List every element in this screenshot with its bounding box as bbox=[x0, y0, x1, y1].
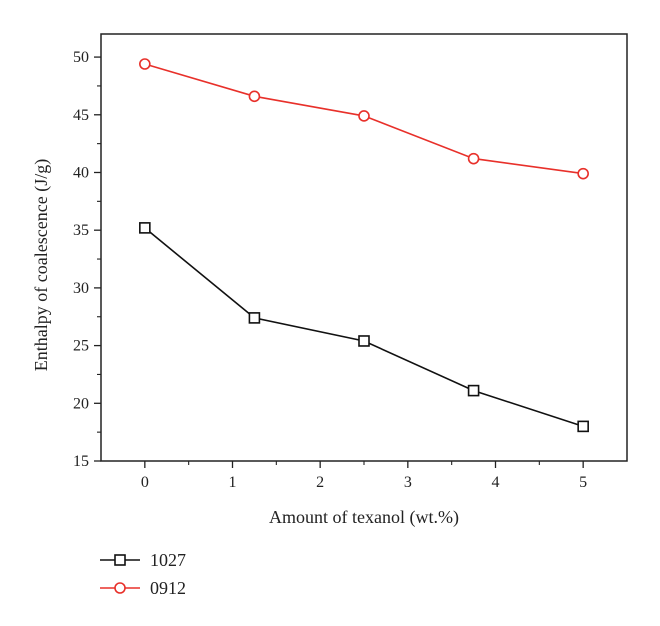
y-tick-label: 25 bbox=[73, 338, 89, 355]
y-tick-label: 30 bbox=[73, 280, 89, 297]
y-axis-title: Enthalpy of coalescence (J/g) bbox=[31, 159, 52, 371]
series-group bbox=[139, 58, 589, 433]
data-point bbox=[139, 222, 151, 234]
x-tick-label: 2 bbox=[316, 474, 324, 491]
legend-marker-circle bbox=[114, 582, 126, 594]
plot-frame bbox=[100, 33, 628, 462]
x-axis-title: Amount of texanol (wt.%) bbox=[269, 507, 459, 528]
x-tick-label: 5 bbox=[579, 474, 587, 491]
legend-label-0912: 0912 bbox=[150, 578, 186, 598]
y-tick-label: 15 bbox=[73, 453, 89, 470]
y-tick-label: 50 bbox=[73, 49, 89, 66]
data-point bbox=[467, 384, 480, 397]
data-point bbox=[467, 152, 480, 165]
series-0912 bbox=[139, 58, 589, 180]
x-tick-label: 4 bbox=[492, 474, 500, 491]
y-tick-label: 20 bbox=[73, 395, 89, 412]
data-point bbox=[358, 110, 370, 122]
axes bbox=[100, 33, 628, 462]
legend-marker-square bbox=[114, 554, 126, 566]
legend-item-1027: 1027 bbox=[100, 550, 186, 570]
data-point bbox=[358, 335, 370, 347]
legend-item-0912: 0912 bbox=[100, 578, 186, 598]
data-point bbox=[139, 58, 151, 70]
data-point bbox=[248, 90, 261, 103]
x-tick-label: 1 bbox=[229, 474, 237, 491]
data-point bbox=[248, 312, 261, 324]
legend: 1027 0912 bbox=[100, 550, 186, 598]
series-1027 bbox=[139, 222, 589, 433]
x-tick-label: 3 bbox=[404, 474, 412, 491]
y-tick-label: 35 bbox=[73, 222, 89, 239]
legend-label-1027: 1027 bbox=[150, 550, 186, 570]
series-line-1027 bbox=[144, 227, 584, 428]
data-point bbox=[577, 420, 589, 433]
y-tick-label: 45 bbox=[73, 107, 89, 124]
y-tick-label: 40 bbox=[73, 164, 89, 181]
x-tick-label: 0 bbox=[141, 474, 149, 491]
data-point bbox=[577, 167, 589, 180]
